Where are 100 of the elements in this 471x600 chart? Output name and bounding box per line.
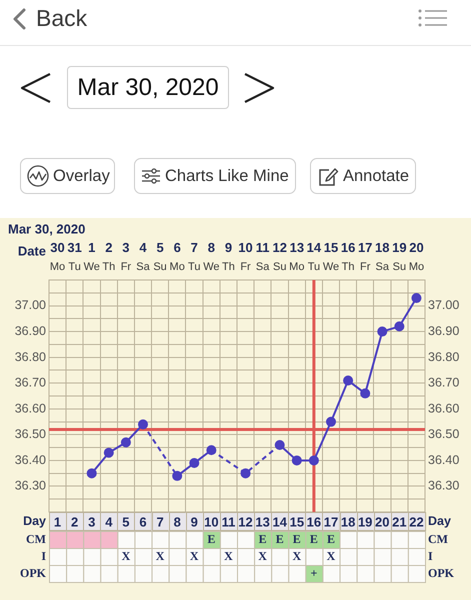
- text: Su: [392, 261, 406, 273]
- point: [411, 293, 422, 304]
- text: X: [156, 549, 164, 563]
- x2-tick-label: 18: [340, 514, 356, 530]
- point: [86, 468, 97, 478]
- category-label: OPK: [428, 566, 454, 580]
- text: Mo: [289, 261, 304, 273]
- text: X: [190, 549, 199, 563]
- x-tick-label: 7: [190, 240, 198, 255]
- category-label: CM: [428, 532, 448, 546]
- point: [360, 388, 370, 398]
- text: Mo: [408, 261, 424, 273]
- x-tick-label: 5: [156, 240, 164, 255]
- point: [104, 448, 114, 458]
- y2-tick-label: 37.00: [428, 298, 460, 312]
- text: We: [84, 261, 100, 273]
- text: Day: [428, 514, 451, 528]
- y2-tick-label: 36.80: [428, 350, 460, 364]
- text: Mo: [50, 261, 66, 273]
- x-tick-label: 6: [174, 240, 181, 255]
- x-tick-label: 30: [50, 240, 65, 255]
- text: Th: [102, 261, 116, 273]
- text: Back: [36, 4, 88, 32]
- x-tick-label: 11: [256, 240, 270, 255]
- x-tick-label: 1: [88, 240, 96, 255]
- x2-tick-label: 7: [156, 514, 164, 530]
- y-tick-label: 36.50: [14, 427, 46, 442]
- y2-tick-label: 36.30: [428, 478, 460, 493]
- y-tick-label: 36.40: [14, 452, 46, 467]
- x-tick-label: 19: [392, 240, 407, 255]
- category-label: CM: [26, 532, 46, 546]
- point: [172, 470, 182, 481]
- point: [240, 468, 251, 478]
- x-axis-title: Date: [18, 244, 46, 259]
- x2-tick-label: 14: [272, 514, 288, 530]
- x2-tick-label: 2: [71, 514, 78, 530]
- text: E: [258, 532, 267, 546]
- y-tick-label: 36.70: [14, 376, 46, 390]
- x2-tick-label: 8: [174, 514, 181, 530]
- point: [326, 416, 336, 427]
- x-tick-label: 20: [409, 240, 424, 255]
- x2-tick-label: 20: [375, 514, 390, 530]
- category-label: I: [41, 549, 46, 563]
- text: Su: [272, 261, 286, 273]
- text: E: [276, 532, 284, 546]
- text: X: [122, 549, 130, 563]
- text: Su: [153, 261, 167, 273]
- x2-tick-label: 4: [105, 514, 114, 530]
- point: [343, 376, 354, 386]
- x-tick-label: 4: [139, 240, 148, 255]
- text: E: [207, 532, 216, 546]
- text: Sa: [136, 261, 150, 273]
- category-label: I: [428, 549, 433, 563]
- point: [138, 419, 148, 430]
- text: X: [326, 549, 336, 563]
- x-tick-label: 14: [306, 240, 322, 255]
- text: Sa: [376, 261, 389, 273]
- text: X: [292, 549, 302, 563]
- x-tick-label: 17: [358, 240, 372, 255]
- text: +: [310, 566, 318, 580]
- y2-tick-label: 36.70: [428, 376, 460, 390]
- point: [377, 326, 388, 337]
- x2-tick-label: 6: [139, 514, 147, 530]
- y2-tick-label: 36.50: [428, 427, 460, 442]
- y2-tick-label: 36.60: [428, 401, 460, 416]
- x2-tick-label: 1: [54, 514, 62, 530]
- y-tick-label: 37.00: [14, 298, 46, 312]
- text: We: [203, 261, 220, 273]
- y2-tick-label: 36.90: [428, 324, 460, 338]
- text: Th: [222, 261, 235, 273]
- chart-title: Mar 30, 2020: [8, 222, 86, 237]
- x2-tick-label: 13: [255, 514, 270, 530]
- point: [120, 437, 131, 448]
- point: [308, 455, 319, 466]
- x-tick-label: 16: [340, 240, 356, 255]
- text: Th: [342, 261, 354, 273]
- text: Mo: [170, 261, 185, 273]
- text: Sa: [256, 261, 270, 273]
- y2-tick-label: 36.40: [428, 452, 460, 467]
- x2-tick-label: 9: [190, 514, 198, 530]
- x-tick-label: 8: [208, 240, 215, 255]
- x2-tick-label: 21: [392, 514, 407, 530]
- text: We: [322, 261, 340, 273]
- x2-tick-label: 11: [222, 514, 236, 530]
- point: [206, 445, 216, 456]
- x2-tick-label: 19: [358, 514, 372, 530]
- text: X: [224, 549, 233, 563]
- text: Tu: [308, 261, 320, 273]
- category-label: OPK: [20, 566, 46, 580]
- x-tick-label: 13: [290, 240, 304, 255]
- date-field: Mar 30, 2020: [67, 66, 229, 109]
- point: [394, 321, 404, 332]
- x2-tick-label: 5: [122, 514, 130, 530]
- text: Fr: [120, 261, 132, 273]
- x2-axis-title: Day: [23, 514, 46, 528]
- x2-tick-label: 17: [324, 514, 338, 530]
- text: Charts Like Mine: [165, 166, 289, 187]
- x2-tick-label: 12: [238, 514, 253, 530]
- x2-tick-label: 10: [204, 514, 219, 530]
- text: Overlay: [53, 166, 110, 187]
